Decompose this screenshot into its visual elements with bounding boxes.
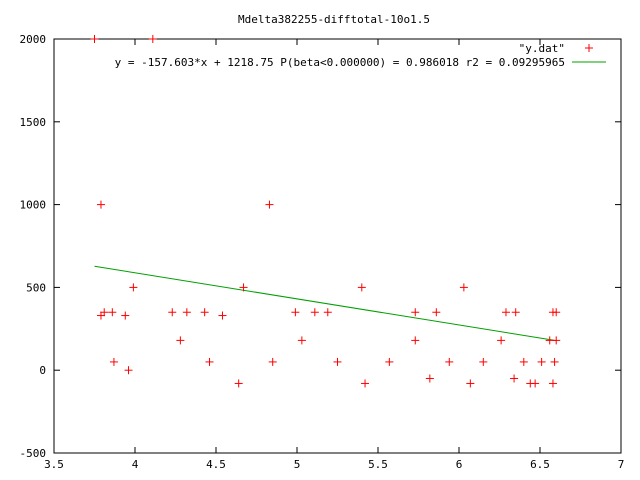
y-tick-label: 1000 <box>20 199 47 212</box>
data-point <box>200 308 209 317</box>
data-point <box>479 357 488 366</box>
data-point <box>124 366 133 375</box>
x-tick-label: 6 <box>456 458 463 471</box>
legend-marker-points <box>585 44 593 52</box>
x-tick-label: 3.5 <box>44 458 64 471</box>
data-point <box>510 374 519 383</box>
fit-line-series <box>94 265 557 342</box>
axes: 3.5 4 4.5 5 5.5 6 6.5 7 -500 0 500 1000 1500 2000 <box>20 33 625 471</box>
data-point <box>432 308 441 317</box>
data-point <box>411 308 420 317</box>
data-point <box>511 308 520 317</box>
data-point <box>121 311 130 320</box>
fit-line <box>94 265 557 342</box>
data-point <box>445 357 454 366</box>
data-point <box>265 200 274 209</box>
data-point <box>459 283 468 292</box>
data-point <box>537 357 546 366</box>
chart-title: Mdelta382255-difftotal-10o1.5 <box>238 13 430 26</box>
x-tick-label: 4 <box>132 458 139 471</box>
x-tick-label: 6.5 <box>530 458 550 471</box>
legend-plus <box>585 44 593 52</box>
data-point <box>357 283 366 292</box>
data-point <box>205 357 214 366</box>
data-point <box>90 35 99 43</box>
data-point <box>501 308 510 317</box>
y-tick-label: 2000 <box>20 33 47 46</box>
data-point <box>148 35 157 43</box>
data-point <box>176 336 185 345</box>
plot-frame <box>53 38 622 454</box>
data-point <box>385 357 394 366</box>
legend-label-points: "y.dat" <box>519 42 565 55</box>
data-point <box>109 357 118 366</box>
legend: "y.dat" y = -157.603*x + 1218.75 P(beta<… <box>115 42 606 69</box>
x-tick-label: 5.5 <box>368 458 388 471</box>
x-tick-label: 7 <box>618 458 625 471</box>
data-point <box>552 308 561 317</box>
data-point <box>333 357 342 366</box>
data-point <box>96 200 105 209</box>
data-point <box>168 308 177 317</box>
data-point <box>466 379 475 388</box>
data-point <box>552 336 561 345</box>
data-point <box>411 336 420 345</box>
data-point <box>550 357 559 366</box>
data-point <box>108 308 117 317</box>
data-point <box>218 311 227 320</box>
data-point <box>234 379 243 388</box>
data-point <box>268 357 277 366</box>
data-point <box>100 308 109 317</box>
data-point <box>297 336 306 345</box>
data-point <box>323 308 332 317</box>
data-point <box>310 308 319 317</box>
data-point <box>291 308 300 317</box>
data-point <box>239 283 248 292</box>
data-point <box>548 379 557 388</box>
data-point <box>519 357 528 366</box>
data-point <box>497 336 506 345</box>
x-tick-label: 5 <box>294 458 301 471</box>
data-points-series <box>90 35 561 388</box>
y-tick-label: -500 <box>20 447 47 460</box>
y-tick-label: 1500 <box>20 116 47 129</box>
data-point <box>182 308 191 317</box>
x-tick-label: 4.5 <box>206 458 226 471</box>
data-point <box>96 311 105 320</box>
y-tick-label: 500 <box>26 281 46 294</box>
data-point <box>129 283 138 292</box>
y-tick-label: 0 <box>39 364 46 377</box>
data-point <box>531 379 540 388</box>
data-point <box>425 374 434 383</box>
legend-label-fit-line: y = -157.603*x + 1218.75 P(beta<0.000000… <box>115 56 565 69</box>
data-point <box>361 379 370 388</box>
